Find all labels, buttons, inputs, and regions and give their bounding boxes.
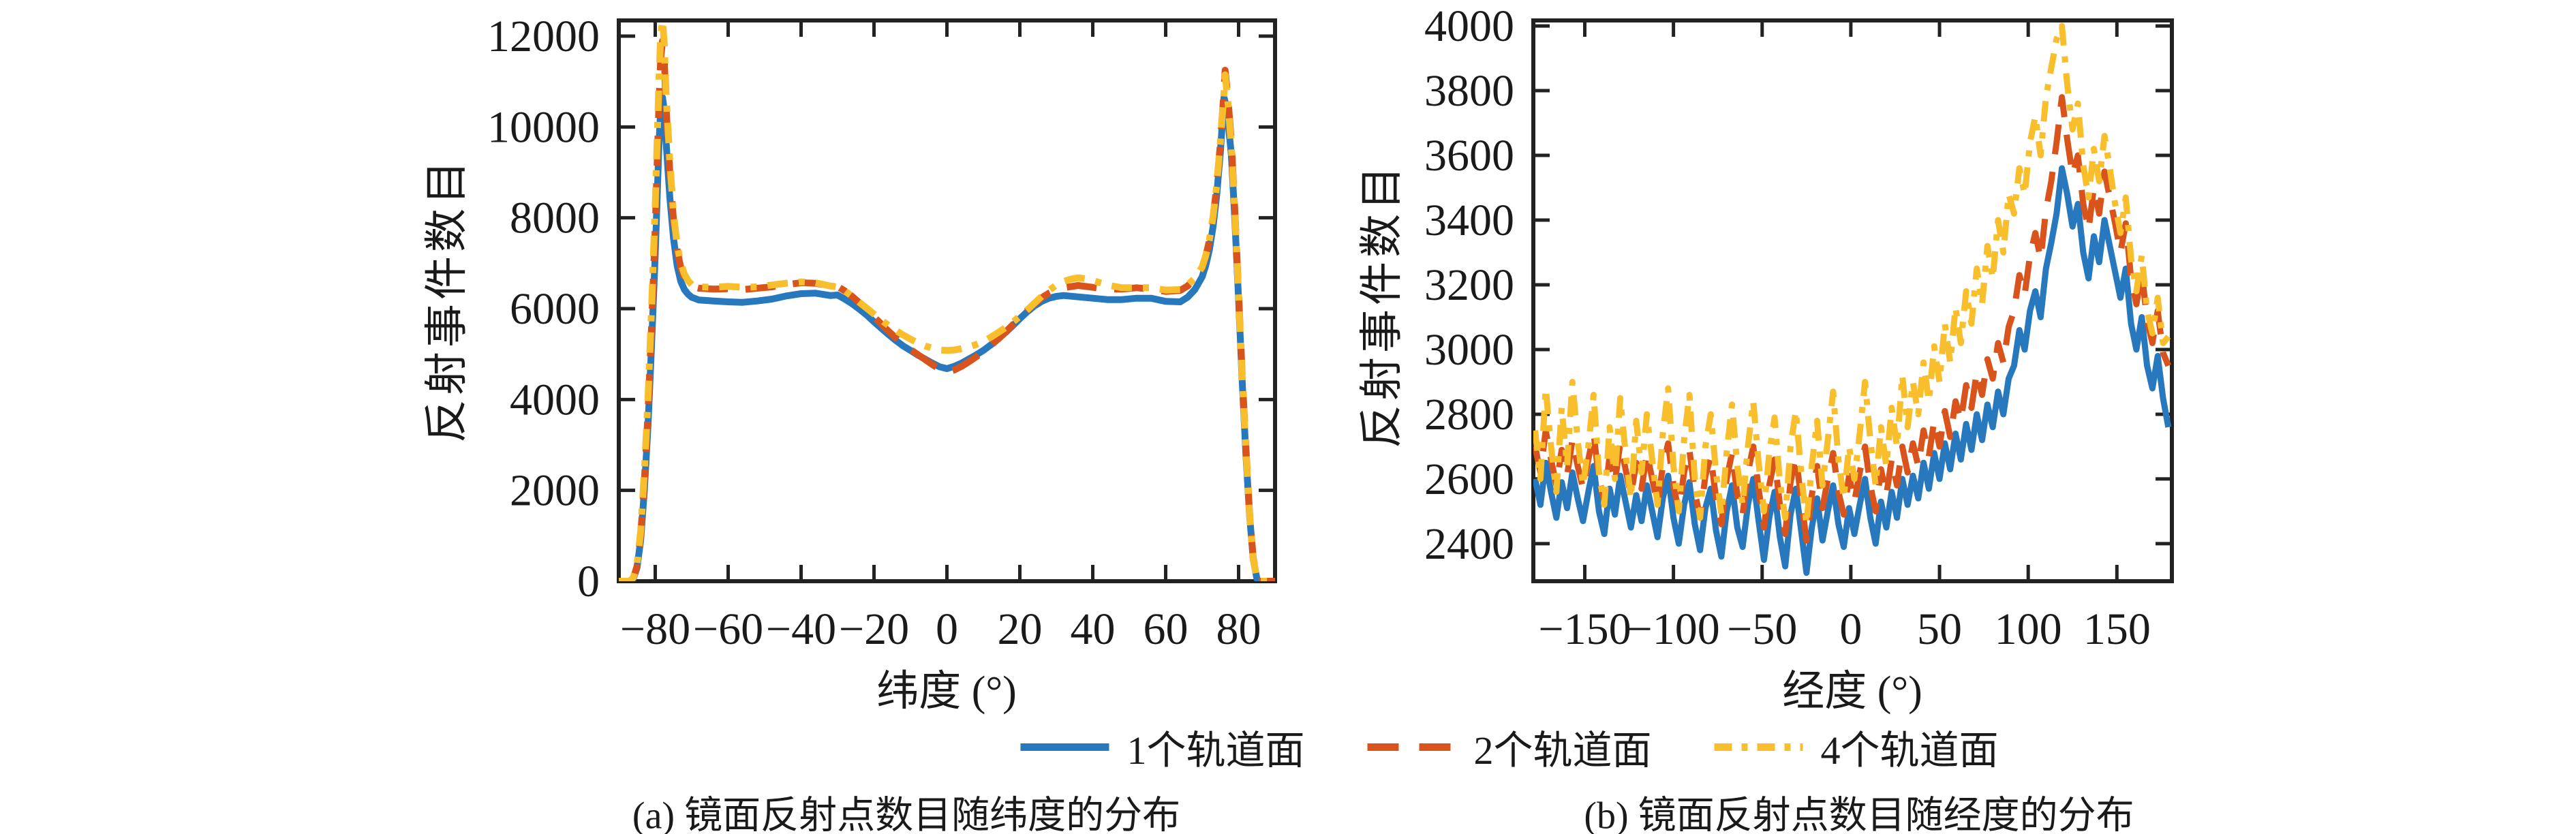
y-tick-label: 3000	[1424, 325, 1514, 375]
y-tick-label: 3600	[1424, 131, 1514, 181]
x-tick-label: −150	[1538, 604, 1631, 654]
legend-line-sample-solid	[1020, 743, 1109, 751]
y-tick-label: 4000	[1424, 1, 1514, 51]
x-tick-label: 50	[1917, 604, 1962, 654]
x-tick-label: 60	[1144, 604, 1189, 654]
series-line-2-latitude-distribution	[619, 37, 1275, 581]
legend-line-sample-dashed	[1367, 743, 1456, 751]
plot-frame	[1531, 18, 2174, 583]
x-tick-label: 0	[936, 604, 958, 654]
legend-label: 2个轨道面	[1473, 728, 1652, 773]
series-group	[619, 20, 1275, 581]
series-group	[1533, 22, 2172, 576]
series-line-1-longitude-distribution	[1533, 165, 2172, 576]
figure-legend: 1个轨道面 2个轨道面 4个轨道面	[1020, 718, 1999, 775]
y-tick-label: 2600	[1424, 454, 1514, 504]
series-line-3-longitude-distribution	[1533, 22, 2171, 527]
x-tick-label: 150	[2083, 604, 2151, 654]
y-tick-label: 8000	[510, 194, 600, 243]
x-tick-label: 100	[1995, 604, 2062, 654]
x-tick-label: 0	[1839, 604, 1862, 654]
x-tick-label: −20	[839, 604, 909, 654]
y-tick-label: 12000	[487, 12, 600, 61]
x-tick-label: 40	[1071, 604, 1116, 654]
y-tick-label: 2400	[1424, 519, 1514, 569]
y-tick-label: 6000	[510, 284, 600, 334]
x-axis-label-latitude: 纬度 (°)	[876, 668, 1017, 715]
caption-subfigure-a: (a) 镜面反射点数目随纬度的分布	[632, 794, 1181, 834]
y-tick-label: 3400	[1424, 196, 1514, 245]
y-tick-label: 3200	[1424, 260, 1514, 310]
series-line-2-longitude-distribution	[1533, 94, 2171, 544]
caption-subfigure-b: (b) 镜面反射点数目随经度的分布	[1584, 794, 2134, 834]
y-tick-label: 3800	[1424, 66, 1514, 116]
legend-line-sample-dashdot	[1714, 743, 1803, 751]
y-tick-label: 0	[577, 557, 600, 606]
series-line-3-latitude-distribution	[619, 20, 1275, 581]
legend-item-4-planes: 4个轨道面	[1714, 718, 1999, 775]
x-tick-label: −40	[766, 604, 836, 654]
legend-label: 1个轨道面	[1126, 728, 1305, 773]
x-tick-label: −50	[1727, 604, 1797, 654]
y-tick-label: 2800	[1424, 390, 1514, 439]
y-tick-label: 4000	[510, 375, 600, 424]
legend-item-2-planes: 2个轨道面	[1367, 718, 1652, 775]
x-tick-label: −60	[693, 604, 763, 654]
x-axis-label-longitude: 经度 (°)	[1782, 668, 1922, 715]
y-tick-label: 2000	[510, 466, 600, 516]
series-line-1-latitude-distribution	[619, 94, 1275, 581]
y-axis-label-latitude-chart: 反射事件数目	[423, 157, 471, 443]
y-axis-label-longitude-chart: 反射事件数目	[1358, 162, 1406, 448]
legend-label: 4个轨道面	[1820, 728, 1999, 773]
x-tick-label: −80	[620, 604, 690, 654]
x-tick-label: 20	[998, 604, 1043, 654]
x-tick-label: −100	[1627, 604, 1720, 654]
legend-item-1-plane: 1个轨道面	[1020, 718, 1304, 775]
x-tick-label: 80	[1216, 604, 1261, 654]
y-tick-label: 10000	[487, 102, 600, 152]
